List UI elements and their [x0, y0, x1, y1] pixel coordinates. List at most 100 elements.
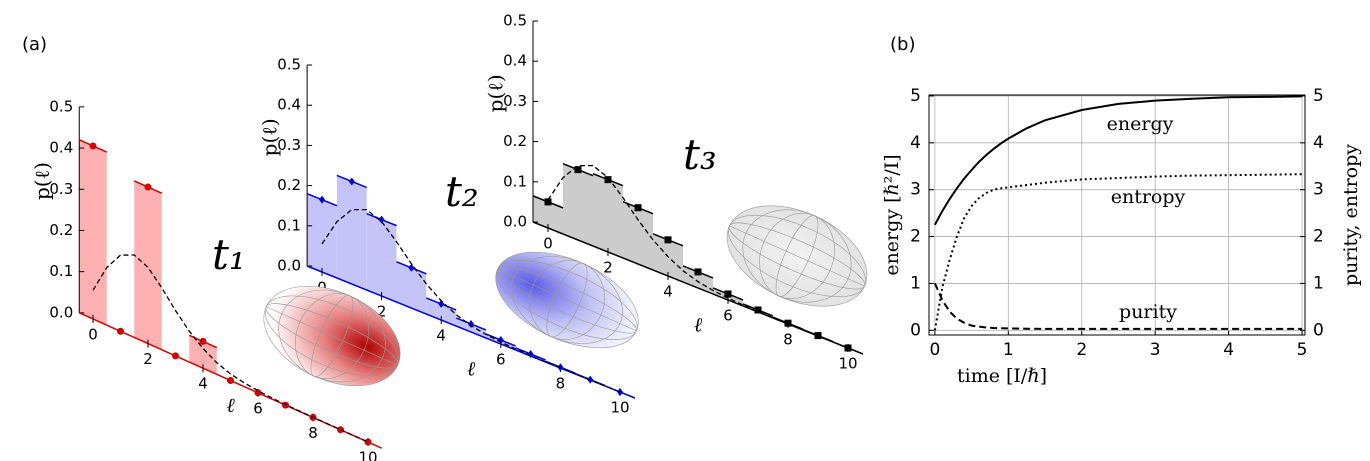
marker — [364, 438, 372, 446]
marker — [527, 349, 534, 358]
marker — [604, 176, 612, 184]
ellipsoid-grey — [726, 205, 868, 307]
y-tick-label: 0.5 — [49, 97, 73, 115]
marker — [634, 204, 642, 212]
bar — [456, 317, 486, 338]
series-label: energy — [1107, 113, 1174, 135]
x-tick-label: 8 — [308, 424, 318, 442]
bar — [307, 193, 337, 278]
y-tick-label: 0.4 — [277, 96, 301, 114]
y-tick-label: 0.2 — [277, 176, 301, 194]
y-tick-label: 5 — [910, 86, 921, 106]
y-axis-label: p(ℓ) — [258, 118, 282, 156]
y-tick-label: 0.3 — [503, 92, 527, 110]
y-tick-label: 0.4 — [503, 52, 527, 70]
y-tick-label: 0.2 — [503, 132, 527, 150]
y-axis-label: energy [ℏ²/I] — [881, 154, 903, 275]
y-tick-label: 0.1 — [503, 172, 527, 190]
y2-tick-label: 5 — [1313, 86, 1324, 106]
bar — [623, 201, 653, 270]
y2-axis-label: purity, entropy — [1340, 144, 1362, 286]
marker — [557, 363, 564, 372]
marker — [544, 198, 552, 206]
x-tick-label: 5 — [1297, 340, 1308, 360]
y-tick-label: 0.5 — [503, 12, 527, 30]
x-tick-label: 4 — [198, 375, 208, 393]
x-tick-label: 0 — [88, 326, 98, 344]
x-axis-label: time [I/ℏ] — [957, 365, 1047, 387]
marker — [172, 352, 179, 360]
bar — [426, 297, 457, 326]
x-tick-label: 4 — [1223, 340, 1234, 360]
bar — [653, 233, 683, 282]
x-tick-label: 0 — [929, 340, 940, 360]
marker — [664, 236, 672, 244]
bar — [563, 163, 593, 246]
series-label: purity — [1119, 301, 1177, 323]
y-tick-label: 1 — [910, 273, 921, 293]
y-tick-label: 4 — [910, 133, 921, 153]
marker — [724, 290, 732, 298]
x-tick-label: 10 — [358, 449, 377, 461]
x-tick-label: 2 — [377, 303, 387, 321]
x-tick-label: 6 — [253, 399, 263, 417]
marker — [844, 344, 852, 352]
annotation: t₃ — [683, 130, 717, 179]
y-tick-label: 0.5 — [277, 56, 301, 74]
bar — [134, 180, 162, 350]
x-tick-label: 8 — [556, 375, 566, 393]
x-tick-label: 0 — [543, 235, 553, 253]
ellipsoid-red — [263, 285, 401, 387]
marker — [348, 177, 355, 186]
bar — [336, 175, 367, 290]
x-axis-label: ℓ — [467, 357, 476, 381]
marker — [587, 375, 594, 384]
panel-label: (b) — [890, 34, 915, 55]
y-tick-label: 2 — [910, 227, 921, 247]
bar — [79, 139, 107, 326]
y2-tick-label: 3 — [1313, 180, 1324, 200]
x-tick-label: 6 — [723, 307, 733, 325]
marker — [227, 377, 234, 384]
y-axis-label: p(ℓ) — [484, 74, 508, 112]
y-tick-label: 3 — [910, 180, 921, 200]
x-axis-label: ℓ — [226, 393, 235, 417]
ellipsoid-blue — [495, 251, 639, 349]
x-tick-label: 4 — [436, 327, 446, 345]
series-line — [933, 282, 1303, 330]
x-tick-label: 10 — [610, 399, 629, 417]
y-tick-label: 0.3 — [277, 136, 301, 154]
curve — [92, 254, 369, 443]
curve — [321, 208, 621, 393]
marker — [254, 389, 262, 397]
y-tick-label: 0.2 — [49, 221, 73, 239]
plot-frame — [928, 94, 1306, 336]
y-tick-label: 0.1 — [277, 216, 301, 234]
series-line — [934, 95, 1303, 226]
x-tick-label: 2 — [1076, 340, 1087, 360]
y-tick-label: 0.3 — [49, 180, 73, 198]
marker — [784, 319, 792, 327]
marker — [497, 335, 504, 344]
marker — [694, 268, 702, 276]
bar — [366, 213, 397, 302]
marker — [408, 263, 415, 272]
y2-tick-label: 0 — [1313, 320, 1324, 340]
marker — [319, 195, 325, 204]
y-tick-label: 0.4 — [49, 139, 73, 157]
x-tick-label: 10 — [838, 355, 857, 373]
marker — [117, 327, 124, 335]
x-tick-label: 2 — [143, 350, 153, 368]
y-axis-label: p(ℓ) — [30, 162, 54, 200]
marker — [144, 183, 152, 191]
marker — [814, 332, 822, 340]
panel-label: (a) — [22, 34, 47, 55]
x-tick-label: 4 — [663, 283, 673, 301]
y-tick-label: 0.0 — [277, 257, 301, 275]
x-tick-label: 1 — [1003, 340, 1014, 360]
marker — [617, 388, 623, 396]
marker — [199, 337, 207, 345]
